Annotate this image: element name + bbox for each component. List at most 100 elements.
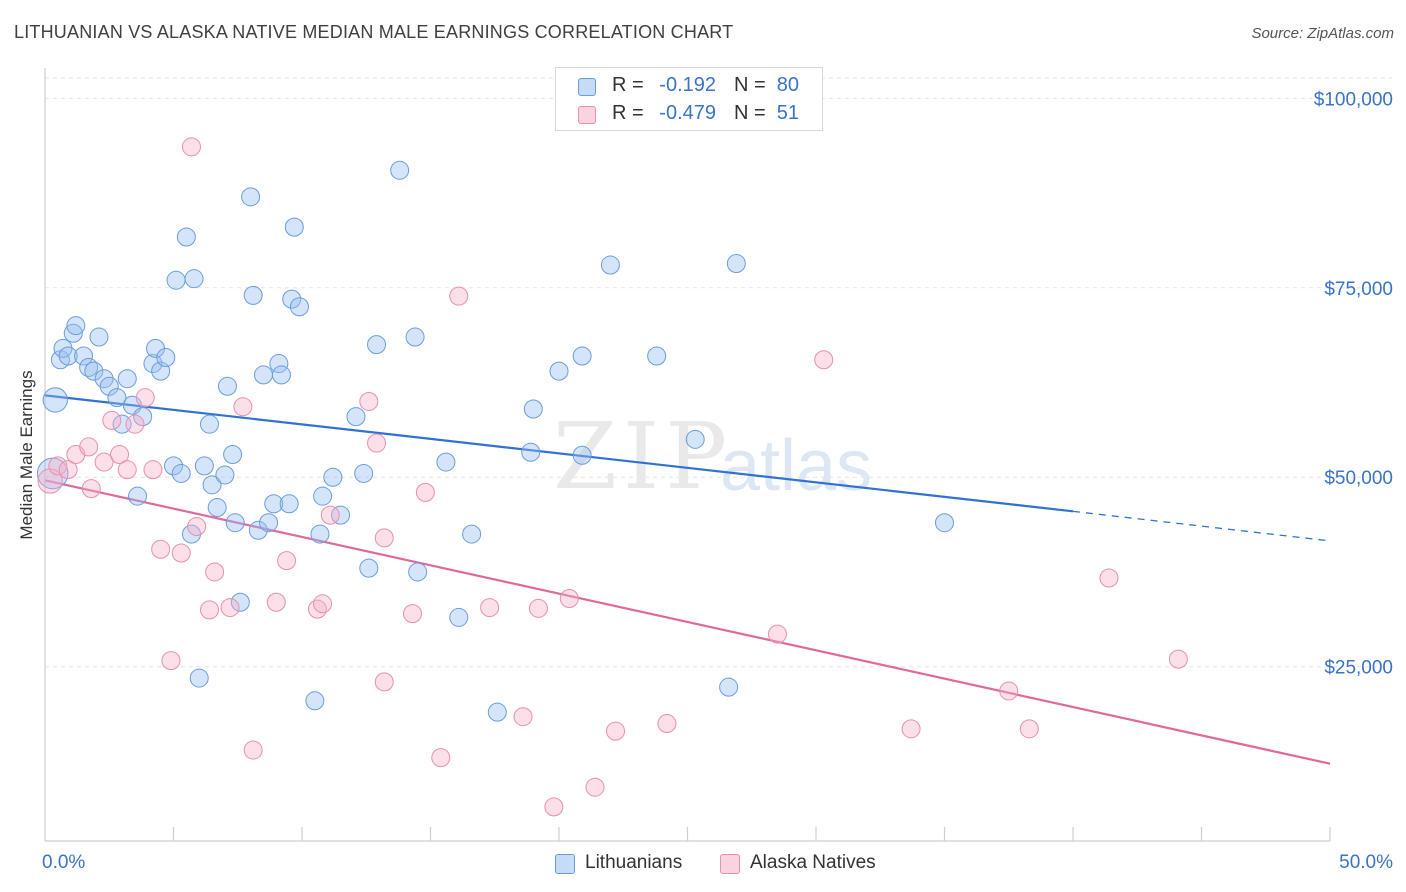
x-tick-label: 0.0% [42, 852, 85, 873]
legend-r-label: R = [612, 102, 644, 124]
lithuanian-point [572, 346, 592, 366]
alaska-native-point [79, 437, 99, 457]
alaska-native-point [559, 588, 579, 608]
alaska-native-point [151, 539, 171, 559]
alaska-native-trend-line [44, 479, 1331, 765]
lithuanian-point [405, 327, 425, 347]
lithuanian-point [128, 486, 148, 506]
lithuanian-point [462, 524, 482, 544]
watermark-atlas: atlas [720, 426, 872, 506]
alaska-native-point [449, 286, 469, 306]
lithuanian-point [199, 414, 219, 434]
alaska-native-point [606, 721, 626, 741]
lithuanian-point [600, 255, 620, 275]
alaska-native-point [313, 594, 333, 614]
alaska-native-point [1168, 649, 1188, 669]
alaska-native-point [110, 445, 130, 464]
lithuanian-point [243, 285, 263, 305]
lithuanian-point [305, 691, 325, 711]
lithuanian-point [487, 702, 507, 722]
lithuanian-point [89, 327, 109, 347]
lithuanian-point [156, 347, 176, 367]
lithuanian-point [99, 376, 119, 396]
y-tick-label: $75,000 [1324, 279, 1393, 300]
watermark: ZIP atlas [553, 403, 872, 510]
x-tick-label: 50.0% [1339, 852, 1393, 873]
lithuanian-point [223, 445, 243, 464]
lithuanian-point [449, 607, 469, 627]
lithuanian-point [230, 592, 250, 612]
lithuanian-point [346, 407, 366, 427]
alaska-native-point [187, 516, 207, 536]
legend-label: Alaska Natives [750, 852, 876, 873]
alaska-native-point [58, 460, 78, 480]
legend-n-value: 51 [776, 102, 799, 124]
lithuanian-point [359, 558, 379, 578]
alaska-native-point [233, 397, 253, 417]
lithuanian-point [282, 289, 302, 309]
alaska-native-point [161, 651, 181, 671]
lithuanian-point [284, 217, 304, 237]
lithuanian-point [248, 520, 268, 540]
alaska-native-point [901, 719, 921, 739]
legend-n-label: N = [734, 102, 766, 124]
alaska-native-point [403, 604, 423, 624]
lithuanian-point [647, 346, 667, 366]
alaska-native-point [181, 137, 201, 157]
source-credit: Source: ZipAtlas.com [1251, 25, 1394, 42]
alaska-native-point [431, 748, 451, 768]
lithuanian-point [184, 269, 204, 289]
alaska-native-point [480, 598, 500, 618]
alaska-native-point [657, 714, 677, 734]
lithuanian-point [58, 346, 78, 366]
alaska-native-point [374, 528, 394, 548]
alaska-native-point [415, 482, 435, 502]
axes [44, 68, 1331, 842]
y-tick-label: $100,000 [1314, 89, 1393, 110]
lithuanian-point [289, 297, 309, 317]
alaska-native-point [135, 388, 155, 408]
alaska-native-point [367, 433, 387, 453]
alaska-native-point [277, 551, 297, 571]
lithuanian-point [241, 187, 261, 207]
alaska-native-point [1099, 568, 1119, 588]
lithuanian-point [117, 369, 137, 389]
series-legend: Lithuanians Alaska Natives [0, 851, 1406, 879]
lithuanian-point [84, 361, 104, 381]
lithuanian-point [194, 456, 214, 476]
correlation-legend: R = -0.192 N = 80 R = -0.479 N = 51 [555, 67, 823, 131]
lithuanian-point [207, 498, 227, 518]
lithuanian-point [217, 376, 237, 396]
y-axis-label: Median Male Earnings [17, 370, 36, 539]
legend-swatch-pink [578, 106, 596, 124]
lithuanian-point [549, 361, 569, 381]
lithuanian-point [259, 513, 279, 533]
alaska-native-point [94, 452, 114, 472]
lithuanian-point [408, 562, 428, 582]
legend-r-value: -0.479 [659, 102, 716, 124]
lithuanian-point [264, 494, 284, 514]
lithuanian-point [166, 270, 186, 290]
lithuanian-point [436, 452, 456, 472]
lithuanian-point [935, 513, 954, 533]
alaska-native-point [220, 598, 240, 618]
legend-swatch-blue [555, 854, 575, 874]
alaska-native-point [999, 681, 1019, 701]
lithuanian-point [523, 399, 543, 419]
alaska-native-point [48, 456, 68, 476]
legend-r-label: R = [612, 74, 644, 96]
lithuanian-point [79, 357, 99, 377]
alaska-native-point [374, 672, 394, 692]
y-tick-label: $25,000 [1324, 658, 1393, 679]
legend-r-value: -0.192 [659, 74, 716, 96]
alaska-native-point [205, 562, 225, 582]
y-tick-label: $50,000 [1324, 468, 1393, 489]
chart-title: LITHUANIAN VS ALASKA NATIVE MEDIAN MALE … [14, 22, 734, 42]
alaska-native-point [199, 600, 219, 620]
alaska-native-point [307, 599, 327, 619]
data-points [36, 137, 1188, 817]
lithuanian-point [279, 494, 299, 514]
lithuanian-point [354, 463, 374, 483]
lithuanian-point [367, 335, 387, 355]
